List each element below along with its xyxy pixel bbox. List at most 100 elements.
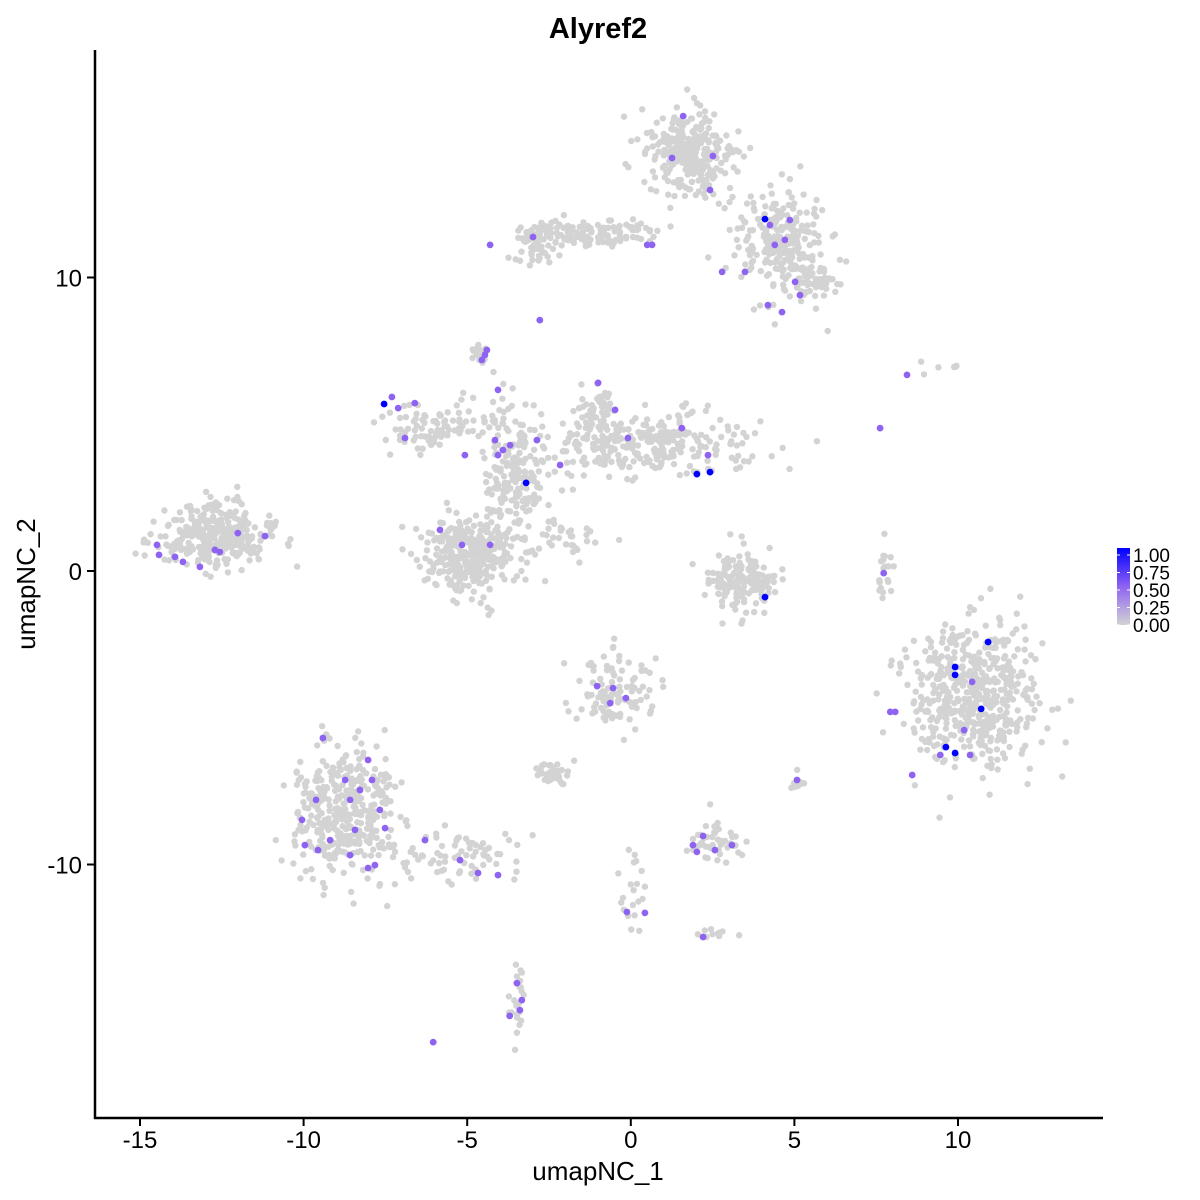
cell-point — [834, 280, 841, 288]
cell-point — [996, 706, 1004, 714]
cell-point — [1014, 646, 1021, 653]
cell-point — [513, 858, 520, 865]
cell-point — [433, 545, 441, 552]
expressed-cell-point — [764, 301, 772, 309]
cell-point — [765, 573, 772, 580]
cell-point — [981, 674, 988, 682]
cell-point — [560, 211, 568, 219]
cell-point — [767, 182, 774, 189]
cell-point — [425, 433, 433, 440]
cell-point — [936, 814, 943, 821]
expressed-cell-point — [319, 734, 327, 742]
cell-point — [660, 422, 667, 430]
cell-point — [836, 256, 844, 264]
cell-point — [451, 573, 459, 580]
expressed-cell-point — [368, 776, 376, 784]
cell-point — [471, 544, 478, 551]
cell-point — [638, 662, 645, 669]
cell-point — [494, 485, 502, 492]
cell-point — [214, 561, 221, 568]
cell-point — [649, 703, 656, 710]
cell-point — [1039, 640, 1046, 647]
cell-point — [653, 436, 660, 443]
x-tick-label: -10 — [286, 1127, 321, 1154]
cell-point — [417, 451, 424, 459]
cell-point — [633, 857, 640, 865]
cell-point — [935, 364, 942, 371]
cell-point — [953, 687, 961, 694]
cell-point — [424, 575, 431, 582]
cell-point — [370, 846, 377, 853]
cell-point — [884, 576, 891, 584]
cell-point — [616, 652, 623, 660]
cell-point — [737, 588, 745, 596]
cell-point — [464, 550, 472, 557]
cell-point — [733, 442, 740, 449]
cell-point — [757, 418, 764, 425]
cell-point — [785, 189, 792, 196]
cell-point — [679, 443, 686, 450]
cell-point — [667, 160, 674, 167]
cell-point — [477, 843, 484, 851]
cell-point — [956, 707, 963, 715]
cell-point — [771, 215, 778, 222]
cell-point — [1006, 743, 1013, 751]
cell-point — [470, 522, 478, 529]
cell-point — [815, 232, 822, 240]
cell-point — [475, 432, 482, 440]
cell-point — [392, 783, 399, 790]
cell-point — [412, 525, 420, 533]
cell-point — [800, 191, 807, 198]
cell-point — [656, 448, 663, 455]
cell-point — [820, 292, 828, 299]
cell-point — [594, 437, 601, 444]
cell-point — [353, 748, 360, 756]
cell-point — [361, 852, 368, 859]
cell-point — [706, 118, 713, 125]
cell-point — [622, 160, 629, 168]
cell-point — [325, 843, 332, 850]
cell-point — [515, 442, 522, 449]
cell-point — [325, 826, 332, 834]
cell-point — [665, 142, 672, 149]
cell-point — [511, 1046, 519, 1054]
cell-point — [188, 515, 195, 523]
expressed-cell-point — [171, 553, 179, 561]
cell-point — [150, 518, 157, 525]
cell-point — [652, 655, 659, 662]
cell-point — [1028, 675, 1035, 682]
cell-point — [689, 560, 696, 568]
cell-point — [547, 225, 554, 232]
cell-point — [638, 867, 645, 875]
cell-point — [959, 632, 966, 639]
cell-point — [256, 546, 263, 553]
cell-point — [488, 519, 495, 526]
cell-point — [696, 111, 703, 118]
cell-point — [688, 178, 696, 185]
expressed-cell-point — [401, 434, 409, 442]
cell-point — [779, 444, 786, 452]
cell-point — [592, 458, 599, 465]
cell-point — [770, 578, 777, 586]
cell-point — [505, 836, 513, 844]
cell-point — [731, 252, 738, 259]
cell-point — [529, 256, 536, 263]
cell-point — [546, 539, 553, 546]
cell-point — [466, 845, 473, 852]
cell-point — [1030, 680, 1038, 687]
cell-point — [541, 776, 548, 784]
cell-point — [970, 719, 977, 726]
cell-point — [399, 523, 406, 531]
cell-point — [485, 611, 492, 619]
cell-point — [628, 926, 635, 933]
cell-point — [483, 489, 491, 496]
cell-point — [912, 688, 919, 695]
expressed-cell-point — [458, 541, 466, 549]
cell-point — [1044, 725, 1051, 732]
cell-point — [715, 552, 723, 559]
cell-point — [380, 845, 387, 852]
cell-point — [788, 194, 795, 201]
cell-point — [521, 468, 528, 475]
cell-point — [630, 458, 637, 465]
cell-point — [738, 851, 746, 859]
